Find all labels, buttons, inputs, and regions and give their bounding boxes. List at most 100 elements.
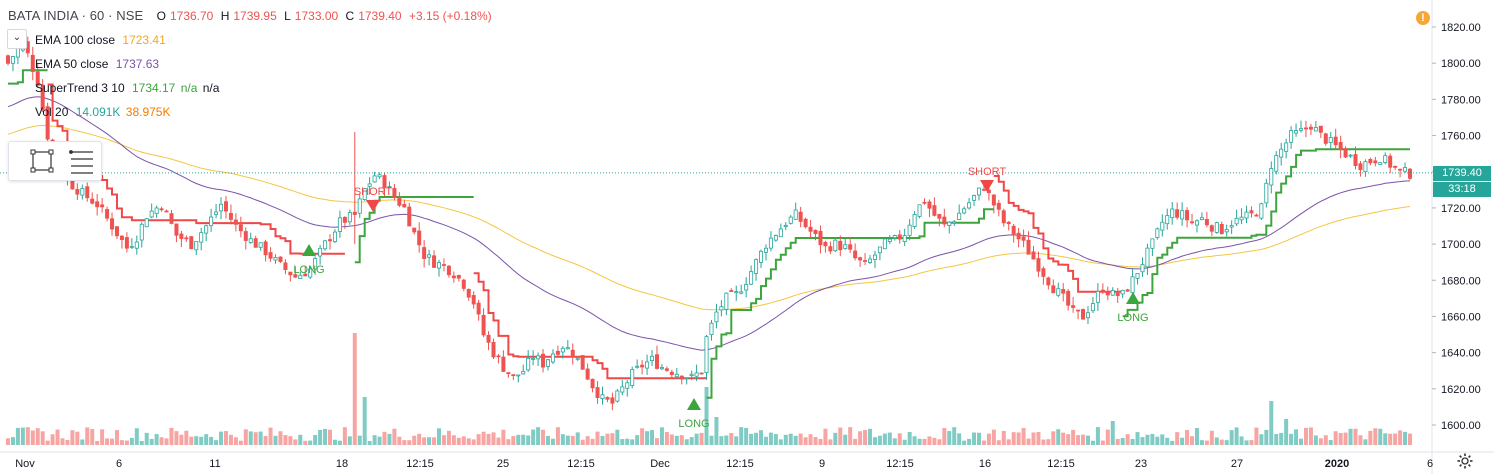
volume-bar — [1021, 428, 1026, 445]
volume-bar — [783, 434, 788, 445]
volume-bar — [749, 433, 754, 445]
volume-bar — [1378, 428, 1383, 445]
volume-bar — [437, 428, 442, 445]
volume-bar — [927, 436, 932, 445]
indicator-ema50[interactable]: EMA 50 close 1737.63 — [35, 57, 159, 71]
candle-body — [610, 397, 615, 404]
candle-body — [1199, 217, 1204, 221]
candle-body — [75, 189, 80, 195]
candle-body — [1234, 217, 1239, 225]
candle-body — [1358, 163, 1363, 171]
volume-bar — [1323, 435, 1328, 445]
candle-body — [1398, 168, 1403, 171]
volume-bar — [580, 439, 585, 445]
volume-bar — [214, 440, 219, 445]
volume-bar — [1081, 434, 1086, 445]
candle-body — [1051, 285, 1056, 294]
volume-bar — [6, 438, 10, 445]
volume-bar — [466, 438, 471, 445]
symbol-title[interactable]: BATA INDIA · 60 · NSE — [8, 8, 144, 23]
legend-collapse-button[interactable]: ⌄ — [7, 29, 27, 49]
gear-icon[interactable] — [1456, 452, 1474, 470]
volume-bar — [600, 436, 605, 445]
volume-bar — [219, 431, 224, 445]
volume-bar — [392, 428, 397, 445]
volume-bar — [149, 438, 154, 445]
alert-icon[interactable]: ! — [1416, 11, 1430, 25]
volume-bar — [159, 437, 164, 445]
volume-bar — [105, 438, 110, 445]
volume-bar — [387, 433, 392, 445]
candle-body — [1294, 130, 1299, 134]
candle-body — [976, 187, 981, 196]
candle-body — [729, 290, 734, 292]
candle-body — [1061, 289, 1066, 294]
menu-lines-icon[interactable] — [69, 150, 93, 174]
candle-body — [1021, 236, 1026, 241]
volume-bar — [1254, 427, 1259, 445]
volume-bar — [253, 432, 258, 445]
volume-bar — [853, 438, 858, 445]
volume-bar — [1100, 440, 1105, 445]
volume-bar — [1338, 432, 1343, 445]
rectangle-select-icon[interactable] — [30, 149, 54, 173]
candle-body — [139, 223, 144, 241]
candle-body — [456, 275, 461, 279]
volume-bar — [531, 429, 536, 445]
volume-bar — [843, 434, 848, 445]
volume-bar — [1175, 432, 1180, 445]
candle-body — [1378, 162, 1383, 165]
volume-bar — [194, 436, 199, 445]
candle-body — [1011, 225, 1016, 236]
volume-bar — [1318, 438, 1323, 445]
candle-body — [669, 371, 674, 375]
indicator-ema100[interactable]: EMA 100 close 1723.41 — [35, 33, 166, 47]
short-signal-label: SHORT — [354, 186, 393, 198]
volume-bar — [759, 430, 764, 445]
volume-bar — [228, 434, 233, 445]
volume-bar — [1135, 432, 1140, 445]
indicator-volume[interactable]: Vol 20 14.091K 38.975K — [35, 105, 171, 119]
volume-bar — [263, 435, 268, 445]
x-tick-label: 9 — [819, 458, 825, 470]
volume-bar — [664, 431, 669, 445]
volume-bar — [1031, 432, 1036, 445]
volume-bar — [65, 439, 70, 445]
volume-bar — [1274, 434, 1279, 445]
volume-bar — [332, 439, 337, 445]
volume-bar — [684, 439, 689, 445]
indicator-supertrend[interactable]: SuperTrend 3 10 1734.17 n/a n/a — [35, 81, 219, 95]
candle-body — [684, 377, 689, 380]
volume-bar — [555, 427, 560, 445]
candle-body — [214, 211, 219, 215]
volume-bar — [768, 432, 773, 445]
volume-bar — [1408, 433, 1412, 445]
volume-bar — [550, 438, 555, 445]
candle-body — [268, 252, 273, 259]
drawing-toolbox[interactable] — [8, 141, 102, 181]
candle-body — [1130, 276, 1135, 294]
candle-body — [476, 302, 481, 315]
candle-body — [714, 311, 719, 323]
toolbox-icons — [30, 149, 93, 174]
candle-body — [848, 244, 853, 250]
volume-bar — [328, 429, 333, 445]
candle-body — [759, 250, 764, 263]
x-tick-label: 16 — [979, 458, 991, 470]
candle-body — [1076, 309, 1081, 312]
volume-bar — [1353, 428, 1358, 445]
candle-body — [902, 235, 907, 242]
candle-body — [1383, 155, 1388, 163]
volume-bar — [991, 429, 996, 445]
candle-body — [144, 218, 149, 228]
candle-body — [635, 365, 640, 368]
volume-bar — [1269, 401, 1274, 445]
candle-body — [654, 354, 659, 369]
volume-bar — [625, 438, 630, 445]
volume-bar — [209, 436, 214, 445]
volume-bar — [1016, 432, 1021, 445]
volume-bar — [248, 431, 253, 445]
candle-body — [763, 247, 768, 253]
candle-body — [313, 258, 318, 270]
